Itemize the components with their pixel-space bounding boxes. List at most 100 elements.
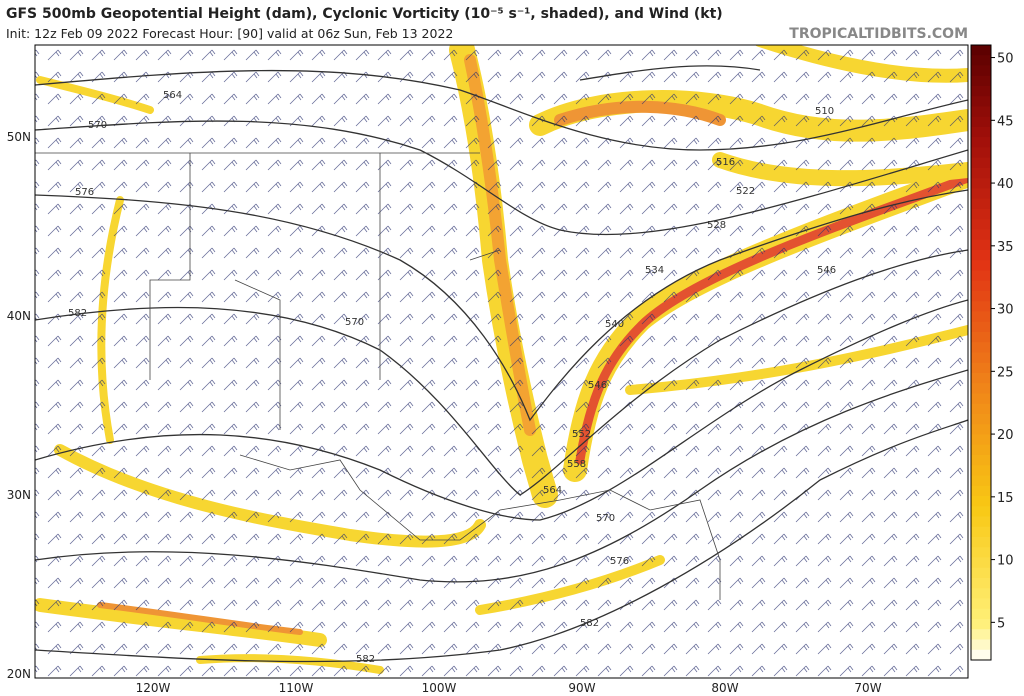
lat-label: 20N xyxy=(7,667,31,681)
colorbar-tick-label: 20 xyxy=(997,428,1014,443)
colorbar-segment xyxy=(971,147,991,159)
contour-label: 582 xyxy=(580,618,599,629)
contour-label: 570 xyxy=(88,120,107,131)
colorbar-segment xyxy=(971,239,991,251)
lon-label: 120W xyxy=(136,681,171,695)
contour-label: 528 xyxy=(707,220,726,231)
colorbar-segment xyxy=(971,291,991,302)
contour-label: 576 xyxy=(610,556,629,567)
colorbar-segment xyxy=(971,86,991,97)
colorbar-tick-label: 35 xyxy=(997,240,1014,255)
colorbar-segment xyxy=(971,270,991,282)
colorbar-segment xyxy=(971,639,991,651)
colorbar-segment xyxy=(971,649,991,661)
colorbar-segment xyxy=(971,578,991,589)
contour-label: 546 xyxy=(817,265,836,276)
contour-labels: 564 570 576 582 570 510 516 522 528 534 … xyxy=(68,90,836,665)
colorbar-segment xyxy=(971,106,991,118)
lon-label: 80W xyxy=(711,681,738,695)
contour-label: 522 xyxy=(736,186,755,197)
contour-label: 510 xyxy=(815,106,834,117)
colorbar-segment xyxy=(971,485,991,497)
watermark: TROPICALTIDBITS.COM xyxy=(789,26,968,42)
colorbar-segment xyxy=(971,567,991,579)
colorbar-segment xyxy=(971,414,991,425)
colorbar-segment xyxy=(971,65,991,77)
colorbar-segment xyxy=(971,383,991,394)
map-area xyxy=(35,45,968,678)
contour-label: 576 xyxy=(75,187,94,198)
colorbar-segment xyxy=(971,629,991,640)
colorbar-segment xyxy=(971,342,991,353)
contour-label: 570 xyxy=(596,513,615,524)
colorbar-segment xyxy=(971,209,991,220)
colorbar-tick-label: 50 xyxy=(997,52,1014,67)
colorbar-tick-label: 45 xyxy=(997,114,1014,129)
colorbar-segment xyxy=(971,403,991,415)
colorbar-segment xyxy=(971,127,991,138)
colorbar-tick-label: 10 xyxy=(997,554,1014,569)
colorbar-segment xyxy=(971,45,991,56)
map-frame xyxy=(34,44,969,679)
colorbar-segment xyxy=(971,178,991,189)
colorbar-frame xyxy=(970,44,992,661)
colorbar-segment xyxy=(971,516,991,528)
colorbar-segment xyxy=(971,373,991,384)
colorbar-segment xyxy=(971,260,991,271)
contour-label: 582 xyxy=(356,654,375,665)
contour-label: 570 xyxy=(345,317,364,328)
colorbar-segment xyxy=(971,506,991,517)
colorbar-segment xyxy=(971,96,991,107)
contour-label: 546 xyxy=(588,380,607,391)
colorbar-segment xyxy=(971,547,991,558)
colorbar-segment xyxy=(971,137,991,148)
colorbar-segment xyxy=(971,311,991,323)
colorbar-segment xyxy=(971,116,991,128)
colorbar-tick-label: 25 xyxy=(997,365,1014,380)
colorbar-segment xyxy=(971,362,991,374)
colorbar-segment xyxy=(971,219,991,230)
colorbar-segment xyxy=(971,608,991,620)
colorbar-segment xyxy=(971,229,991,241)
colorbar-segment xyxy=(971,424,991,435)
colorbar-segment xyxy=(971,496,991,507)
colorbar-segment xyxy=(971,321,991,333)
contour-label: 534 xyxy=(645,265,664,276)
colorbar-segment xyxy=(971,598,991,610)
colorbar-segment xyxy=(971,557,991,569)
contour-label: 582 xyxy=(68,308,87,319)
colorbar-tick-label: 30 xyxy=(997,303,1014,318)
colorbar-segment xyxy=(971,434,991,446)
contour-label: 540 xyxy=(605,319,624,330)
colorbar-tick-label: 5 xyxy=(997,616,1005,631)
colorbar-segment xyxy=(971,475,991,487)
contour-label: 558 xyxy=(567,459,586,470)
colorbar-segment xyxy=(971,465,991,476)
contour-label: 552 xyxy=(572,429,591,440)
lon-label: 100W xyxy=(422,681,457,695)
colorbar-segment xyxy=(971,55,991,66)
colorbar-segment xyxy=(971,444,991,456)
colorbar-segment xyxy=(971,280,991,292)
colorbar-tick-label: 15 xyxy=(997,491,1014,506)
colorbar-segment xyxy=(971,352,991,364)
lon-label: 110W xyxy=(279,681,314,695)
lat-label: 30N xyxy=(7,488,31,502)
lat-label: 40N xyxy=(7,309,31,323)
colorbar-segment xyxy=(971,588,991,599)
colorbar-segment xyxy=(971,301,991,312)
contour-label: 564 xyxy=(163,90,182,101)
colorbar-segment xyxy=(971,332,991,343)
colorbar-segment xyxy=(971,619,991,630)
colorbar-segment xyxy=(971,250,991,261)
lat-label: 50N xyxy=(7,130,31,144)
subtitle: Init: 12z Feb 09 2022 Forecast Hour: [90… xyxy=(6,26,453,41)
colorbar-segment xyxy=(971,75,991,87)
colorbar-segment xyxy=(971,393,991,405)
lon-label: 90W xyxy=(568,681,595,695)
colorbar-segment xyxy=(971,198,991,210)
colorbar-segment xyxy=(971,455,991,466)
title: GFS 500mb Geopotential Height (dam), Cyc… xyxy=(6,6,723,22)
colorbar-segment xyxy=(971,526,991,538)
